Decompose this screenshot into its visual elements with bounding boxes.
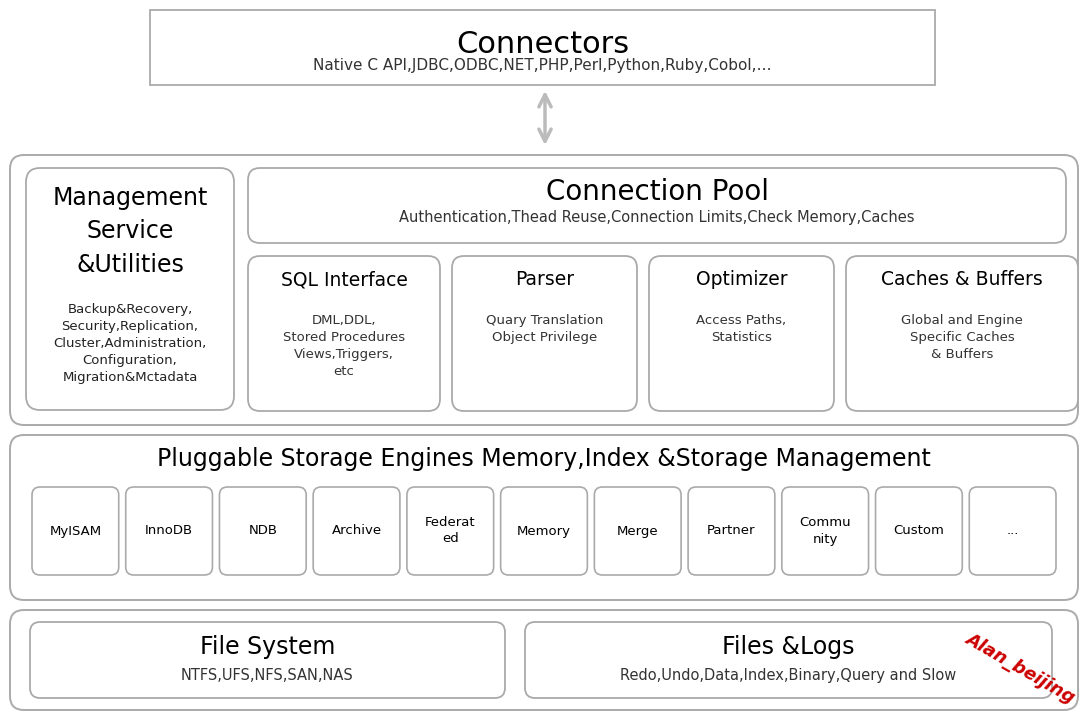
Text: Alan_beijing: Alan_beijing — [962, 630, 1078, 707]
Text: InnoDB: InnoDB — [145, 525, 193, 538]
FancyBboxPatch shape — [32, 487, 119, 575]
FancyBboxPatch shape — [875, 487, 962, 575]
FancyBboxPatch shape — [500, 487, 588, 575]
FancyBboxPatch shape — [249, 256, 440, 411]
FancyBboxPatch shape — [407, 487, 494, 575]
Text: Federat
ed: Federat ed — [425, 516, 475, 546]
Text: File System: File System — [199, 635, 336, 659]
Text: Caches & Buffers: Caches & Buffers — [881, 270, 1043, 289]
Text: NDB: NDB — [249, 525, 277, 538]
Text: ...: ... — [1006, 525, 1019, 538]
FancyBboxPatch shape — [219, 487, 306, 575]
Text: Connection Pool: Connection Pool — [545, 178, 768, 206]
FancyBboxPatch shape — [594, 487, 681, 575]
FancyBboxPatch shape — [525, 622, 1052, 698]
Bar — [150, 10, 935, 85]
Text: Commu
nity: Commu nity — [799, 516, 851, 546]
FancyBboxPatch shape — [31, 622, 505, 698]
Text: Quary Translation
Object Privilege: Quary Translation Object Privilege — [486, 314, 603, 344]
FancyBboxPatch shape — [782, 487, 869, 575]
Text: Partner: Partner — [707, 525, 755, 538]
Text: Management
Service
&Utilities: Management Service &Utilities — [52, 186, 208, 277]
FancyBboxPatch shape — [452, 256, 637, 411]
FancyBboxPatch shape — [313, 487, 400, 575]
Text: SQL Interface: SQL Interface — [280, 270, 408, 289]
Text: Redo,Undo,Data,Index,Binary,Query and Slow: Redo,Undo,Data,Index,Binary,Query and Sl… — [620, 668, 957, 683]
Text: Access Paths,
Statistics: Access Paths, Statistics — [697, 314, 787, 344]
FancyBboxPatch shape — [649, 256, 834, 411]
FancyBboxPatch shape — [125, 487, 213, 575]
Text: Files &Logs: Files &Logs — [723, 635, 855, 659]
Text: Authentication,Thead Reuse,Connection Limits,Check Memory,Caches: Authentication,Thead Reuse,Connection Li… — [399, 210, 915, 225]
Text: Connectors: Connectors — [456, 30, 629, 59]
Text: NTFS,UFS,NFS,SAN,NAS: NTFS,UFS,NFS,SAN,NAS — [181, 668, 354, 683]
Text: DML,DDL,
Stored Procedures
Views,Triggers,
etc: DML,DDL, Stored Procedures Views,Trigger… — [283, 314, 405, 378]
FancyBboxPatch shape — [969, 487, 1056, 575]
Text: Backup&Recovery,
Security,Replication,
Cluster,Administration,
Configuration,
Mi: Backup&Recovery, Security,Replication, C… — [53, 303, 207, 384]
Text: Optimizer: Optimizer — [695, 270, 787, 289]
Text: Merge: Merge — [617, 525, 658, 538]
FancyBboxPatch shape — [10, 610, 1078, 710]
FancyBboxPatch shape — [10, 435, 1078, 600]
Text: Custom: Custom — [894, 525, 944, 538]
Text: Pluggable Storage Engines Memory,Index &Storage Management: Pluggable Storage Engines Memory,Index &… — [157, 447, 931, 471]
FancyBboxPatch shape — [26, 168, 234, 410]
Text: Memory: Memory — [517, 525, 571, 538]
FancyBboxPatch shape — [688, 487, 775, 575]
FancyBboxPatch shape — [10, 155, 1078, 425]
FancyBboxPatch shape — [846, 256, 1078, 411]
Text: MyISAM: MyISAM — [49, 525, 101, 538]
Text: Archive: Archive — [331, 525, 382, 538]
Text: Native C API,JDBC,ODBC,NET,PHP,Perl,Python,Ruby,Cobol,…: Native C API,JDBC,ODBC,NET,PHP,Perl,Pyth… — [313, 58, 772, 73]
Text: Parser: Parser — [514, 270, 574, 289]
FancyBboxPatch shape — [249, 168, 1066, 243]
Text: Global and Engine
Specific Caches
& Buffers: Global and Engine Specific Caches & Buff… — [901, 314, 1022, 361]
